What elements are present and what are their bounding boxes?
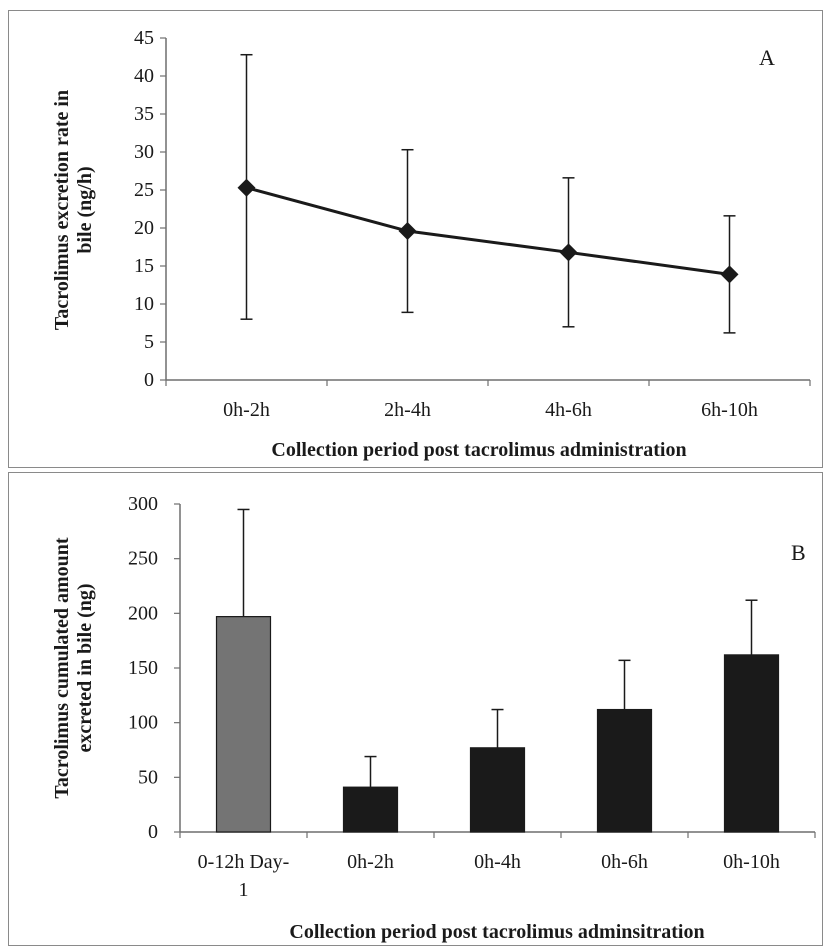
- x-tick-label-line: 1: [239, 879, 249, 901]
- x-axis-title: Collection period post tacrolimus admins…: [289, 921, 704, 943]
- bar: [596, 708, 653, 833]
- y-tick-label: 0: [148, 821, 158, 843]
- bar: [723, 654, 780, 833]
- bar: [215, 616, 272, 833]
- x-axis-title: Collection period post tacrolimus admini…: [271, 439, 686, 461]
- data-point-marker: [398, 222, 417, 241]
- y-tick-label: 15: [134, 255, 154, 277]
- data-point-marker: [237, 178, 256, 197]
- panel-letter-a: A: [759, 45, 775, 70]
- x-tick-label: 2h-4h: [384, 399, 431, 421]
- series-line: [246, 186, 730, 276]
- y-tick-label: 250: [128, 548, 158, 570]
- y-tick-label: 25: [134, 179, 154, 201]
- x-tick-label-line: 0-12h Day-: [198, 851, 290, 873]
- y-axis-title: Tacrolimus cumulated amountexcreted in b…: [51, 537, 96, 798]
- y-tick-label: 20: [134, 217, 154, 239]
- x-tick-label-line: 0h-6h: [601, 851, 648, 873]
- x-tick-label: 4h-6h: [545, 399, 592, 421]
- y-axis-title: Tacrolimus excretion rate inbile (ng/h): [51, 90, 96, 330]
- y-tick-label: 40: [134, 65, 154, 87]
- data-point-marker: [559, 243, 578, 262]
- panel-letter-b: B: [791, 540, 806, 565]
- x-tick-label: 0h-6h: [601, 851, 648, 873]
- y-tick-label: 50: [138, 766, 158, 788]
- y-tick-label: 45: [134, 27, 154, 49]
- y-tick-label: 35: [134, 103, 154, 125]
- y-axis-title-line: Tacrolimus cumulated amount: [51, 537, 73, 798]
- x-tick-label: 0h-2h: [347, 851, 394, 873]
- y-tick-label: 0: [144, 369, 154, 391]
- x-tick-label-line: 0h-10h: [723, 851, 780, 873]
- x-tick-label-line: 0h-2h: [347, 851, 394, 873]
- y-axis-title-line: excreted in bile (ng): [74, 583, 96, 752]
- x-tick-label: 0h-10h: [723, 851, 780, 873]
- chart-panel-a: [8, 10, 823, 468]
- x-tick-label: 6h-10h: [701, 399, 758, 421]
- y-tick-label: 300: [128, 493, 158, 515]
- chart-panel-b: [8, 472, 823, 946]
- y-tick-label: 5: [144, 331, 154, 353]
- y-axis-title-line: bile (ng/h): [74, 166, 96, 253]
- x-tick-label: 0-12h Day- 1: [198, 851, 290, 901]
- y-axis-title-line: Tacrolimus excretion rate in: [51, 90, 73, 330]
- bar: [469, 747, 526, 833]
- bar: [342, 786, 399, 833]
- y-tick-label: 200: [128, 602, 158, 624]
- data-point-marker: [720, 265, 739, 284]
- y-tick-label: 100: [128, 712, 158, 734]
- x-tick-label-line: 0h-4h: [474, 851, 521, 873]
- x-tick-label: 0h-2h: [223, 399, 270, 421]
- y-tick-label: 30: [134, 141, 154, 163]
- y-tick-label: 150: [128, 657, 158, 679]
- y-tick-label: 10: [134, 293, 154, 315]
- x-tick-label: 0h-4h: [474, 851, 521, 873]
